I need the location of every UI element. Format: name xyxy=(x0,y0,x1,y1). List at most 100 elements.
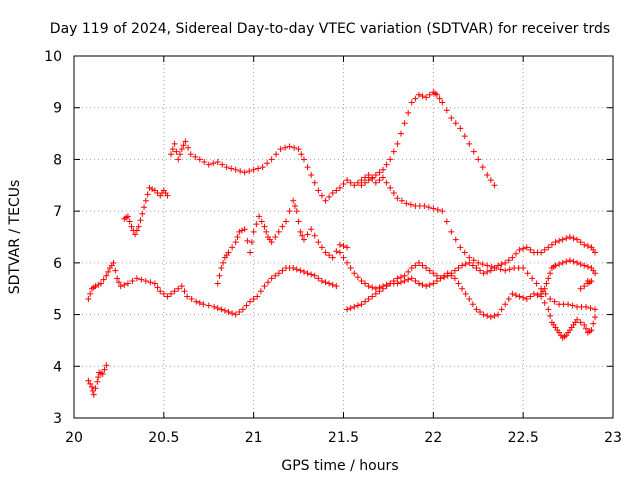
data-point xyxy=(205,302,212,309)
data-point xyxy=(178,146,185,153)
data-point xyxy=(200,301,207,308)
data-point xyxy=(175,285,182,292)
data-point xyxy=(326,252,333,259)
data-point xyxy=(272,272,279,279)
data-point xyxy=(340,254,347,261)
data-point xyxy=(415,91,422,98)
data-point xyxy=(333,283,340,290)
data-point xyxy=(308,171,315,178)
data-point xyxy=(101,366,108,373)
data-point xyxy=(394,140,401,147)
data-point xyxy=(94,378,101,385)
data-point xyxy=(85,296,92,303)
data-point xyxy=(584,263,591,270)
data-point xyxy=(541,299,548,306)
data-point xyxy=(135,223,142,230)
data-point xyxy=(362,280,369,287)
data-point xyxy=(430,205,437,212)
data-point xyxy=(372,290,379,297)
data-point xyxy=(157,288,164,295)
data-point xyxy=(171,140,178,147)
data-point xyxy=(441,272,448,279)
data-point xyxy=(426,91,433,98)
data-point xyxy=(466,140,473,147)
data-point xyxy=(318,277,325,284)
data-point xyxy=(138,276,145,283)
data-point xyxy=(290,197,297,204)
data-point xyxy=(408,99,415,106)
data-point xyxy=(390,148,397,155)
series-track-7 xyxy=(344,234,599,313)
y-tick-label: 8 xyxy=(53,152,62,168)
data-point xyxy=(272,234,279,240)
data-point xyxy=(543,280,550,287)
x-axis-label: GPS time / hours xyxy=(281,458,398,474)
data-point xyxy=(484,312,491,319)
y-tick-label: 9 xyxy=(53,101,62,117)
data-point xyxy=(434,206,441,213)
data-point xyxy=(175,156,182,163)
data-point xyxy=(259,164,266,171)
data-point xyxy=(459,285,466,292)
data-point xyxy=(283,218,290,225)
data-point xyxy=(548,241,555,248)
data-point xyxy=(415,280,422,287)
data-point xyxy=(218,306,225,313)
data-point xyxy=(588,277,595,284)
data-point xyxy=(574,259,581,266)
data-point xyxy=(506,266,513,273)
data-point xyxy=(372,285,379,292)
data-point xyxy=(457,244,464,251)
data-point xyxy=(229,310,236,317)
data-point xyxy=(466,259,473,266)
data-point xyxy=(394,280,401,287)
data-point xyxy=(530,290,537,297)
data-point xyxy=(308,271,315,278)
data-point xyxy=(308,226,315,233)
data-point xyxy=(214,305,221,312)
data-point xyxy=(534,292,541,299)
data-point xyxy=(533,280,540,287)
data-point xyxy=(583,303,590,310)
data-point xyxy=(351,270,358,277)
data-point xyxy=(462,290,469,297)
x-tick-label: 21.5 xyxy=(328,430,359,446)
data-point xyxy=(92,283,99,290)
data-point xyxy=(279,223,286,230)
data-point xyxy=(372,179,379,186)
data-point xyxy=(232,166,239,173)
data-point xyxy=(219,161,226,168)
data-point xyxy=(304,231,311,238)
data-point xyxy=(401,272,408,279)
data-point xyxy=(401,277,408,284)
y-tick-label: 7 xyxy=(53,204,62,220)
data-point xyxy=(380,174,387,181)
series-track-4 xyxy=(168,138,599,313)
data-point xyxy=(304,164,311,171)
x-tick-label: 23 xyxy=(604,430,622,446)
data-point xyxy=(552,262,559,269)
data-point xyxy=(126,218,133,225)
data-point xyxy=(97,280,104,287)
data-point xyxy=(241,226,248,233)
data-point xyxy=(304,270,311,277)
data-point xyxy=(566,234,573,240)
data-point xyxy=(444,270,451,277)
data-point xyxy=(394,275,401,282)
data-point xyxy=(443,107,450,114)
data-point xyxy=(376,169,383,176)
data-point xyxy=(290,265,297,272)
data-point xyxy=(85,377,92,384)
data-point xyxy=(133,227,140,234)
data-point xyxy=(315,239,322,246)
data-point xyxy=(268,239,275,246)
data-point xyxy=(462,261,469,268)
data-point xyxy=(412,277,419,284)
data-point xyxy=(247,249,254,256)
data-point xyxy=(473,265,480,272)
data-point xyxy=(336,184,343,191)
data-point xyxy=(214,159,221,166)
data-point xyxy=(437,275,444,282)
data-point xyxy=(173,148,180,155)
